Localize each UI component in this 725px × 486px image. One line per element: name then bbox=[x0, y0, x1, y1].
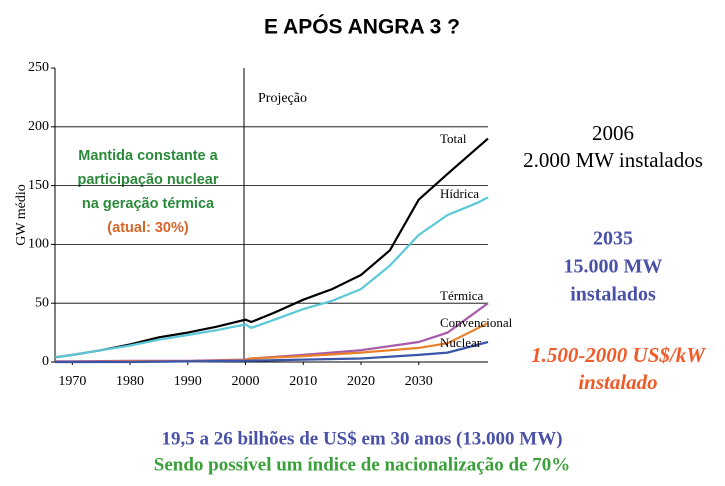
series-line bbox=[54, 196, 489, 359]
side-notes: 2006 2.000 MW instalados 2035 15.000 MW … bbox=[523, 121, 706, 394]
series-label: Térmica bbox=[440, 288, 484, 303]
note-line: (atual: 30%) bbox=[107, 220, 189, 236]
note-line: na geração térmica bbox=[82, 196, 215, 212]
y-tick-label: 50 bbox=[35, 295, 49, 310]
side-note: 2035 bbox=[593, 228, 633, 250]
footer-line: Sendo possível um índice de nacionalizaç… bbox=[154, 454, 570, 475]
series-label: Total bbox=[440, 131, 467, 146]
series-label: Hídrica bbox=[440, 186, 479, 201]
x-tick-label: 1970 bbox=[58, 374, 86, 389]
x-tick-label: 2000 bbox=[232, 374, 260, 389]
side-note: 1.500-2000 US$/kW bbox=[531, 343, 706, 367]
y-tick-label: 150 bbox=[28, 178, 49, 193]
y-tick-label: 250 bbox=[28, 60, 49, 75]
note-line: Mantida constante a bbox=[78, 148, 218, 164]
side-note: 2.000 MW instalados bbox=[523, 148, 703, 172]
y-axis-label: GW médio bbox=[14, 184, 29, 246]
projection-label: Projeção bbox=[258, 91, 307, 106]
series-line bbox=[55, 302, 489, 363]
y-tick-label: 100 bbox=[28, 237, 49, 252]
x-tick-label: 1990 bbox=[174, 374, 202, 389]
series-line bbox=[55, 340, 489, 364]
y-tick-label: 200 bbox=[28, 119, 49, 134]
series-label: Convencional bbox=[440, 315, 513, 330]
x-tick-label: 2020 bbox=[347, 374, 375, 389]
note-line: participação nuclear bbox=[77, 172, 218, 188]
side-note: 2006 bbox=[592, 121, 634, 145]
y-tick-label: 0 bbox=[42, 354, 49, 369]
side-note: 15.000 MW bbox=[564, 256, 663, 278]
side-note: instalado bbox=[578, 370, 657, 394]
footer-line: 19,5 a 26 bilhões de US$ em 30 anos (13.… bbox=[161, 428, 562, 449]
series-label: Nuclear bbox=[440, 335, 482, 350]
x-tick-label: 1980 bbox=[116, 374, 144, 389]
x-tick-label: 2030 bbox=[405, 374, 433, 389]
note: Mantida constante a participação nuclear… bbox=[77, 148, 218, 236]
title: E APÓS ANGRA 3 ? bbox=[264, 15, 460, 39]
side-note: instalados bbox=[570, 284, 656, 306]
x-tick-label: 2010 bbox=[289, 374, 317, 389]
